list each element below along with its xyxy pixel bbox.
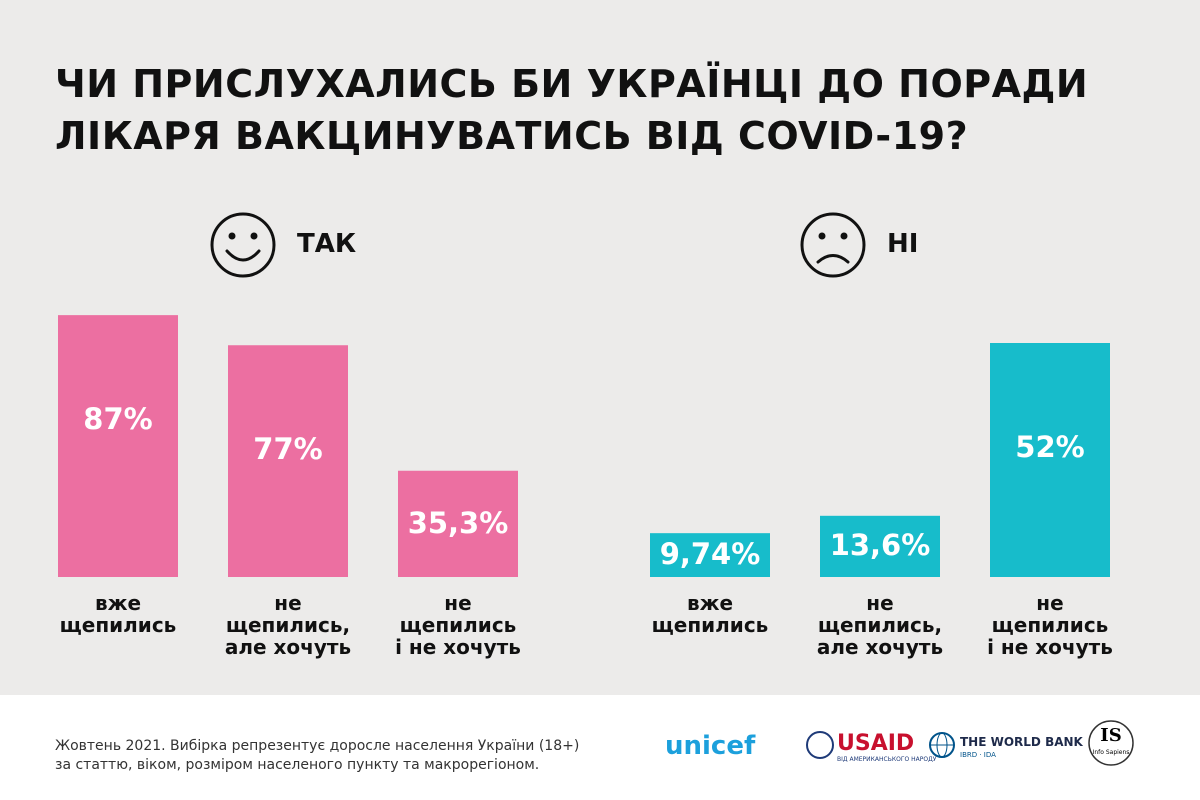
face <box>210 212 276 278</box>
footer: Жовтень 2021. Вибірка репрезентує доросл… <box>0 695 1200 800</box>
bar <box>58 315 178 577</box>
title: ЧИ ПРИСЛУХАЛИСЬ БИ УКРАЇНЦІ ДО ПОРАДИ ЛІ… <box>55 62 1089 158</box>
category-label: вже щепились <box>59 591 177 637</box>
group-title: ТАК <box>297 229 357 259</box>
category-label: вже щепились <box>651 591 769 637</box>
category-label: не щепились, але хочуть <box>224 591 352 659</box>
logo-icon <box>929 732 955 758</box>
logo-worldbank-sub: IBRD · IDA <box>960 751 996 759</box>
bar <box>650 533 770 577</box>
bar <box>990 343 1110 577</box>
eye <box>228 232 236 240</box>
category-label: не щепились, але хочуть <box>816 591 944 659</box>
value-label: 9,74% <box>659 537 761 572</box>
logo-worldbank: THE WORLD BANK <box>960 735 1083 749</box>
eye <box>250 232 258 240</box>
footnote: Жовтень 2021. Вибірка репрезентує доросл… <box>55 738 580 773</box>
face <box>800 212 866 278</box>
group-title: НІ <box>887 229 919 259</box>
logo-usaid-sub: ВІД АМЕРИКАНСЬКОГО НАРОДУ <box>837 756 937 763</box>
logo-icon <box>1088 720 1134 766</box>
value-label: 35,3% <box>407 505 509 540</box>
bar <box>398 470 518 577</box>
value-label: 52% <box>1015 430 1085 464</box>
chart <box>58 212 1110 577</box>
category-label: не щепились і не хочуть <box>395 591 521 659</box>
mouth <box>225 249 261 262</box>
logo-icon <box>806 731 834 759</box>
value-label: 87% <box>83 402 153 437</box>
logo-is: IS <box>1100 725 1122 746</box>
value-label: 13,6% <box>829 528 931 563</box>
mouth <box>816 254 850 264</box>
bar <box>228 345 348 577</box>
logo-unicef: unicef <box>665 731 756 761</box>
eye <box>818 232 826 240</box>
logo-is-sub: Info Sapiens <box>1092 749 1130 756</box>
value-label: 77% <box>253 432 323 467</box>
category-label: не щепились і не хочуть <box>987 591 1113 659</box>
logo-usaid: USAID <box>837 731 915 756</box>
eye <box>840 232 848 240</box>
bar <box>820 515 940 577</box>
